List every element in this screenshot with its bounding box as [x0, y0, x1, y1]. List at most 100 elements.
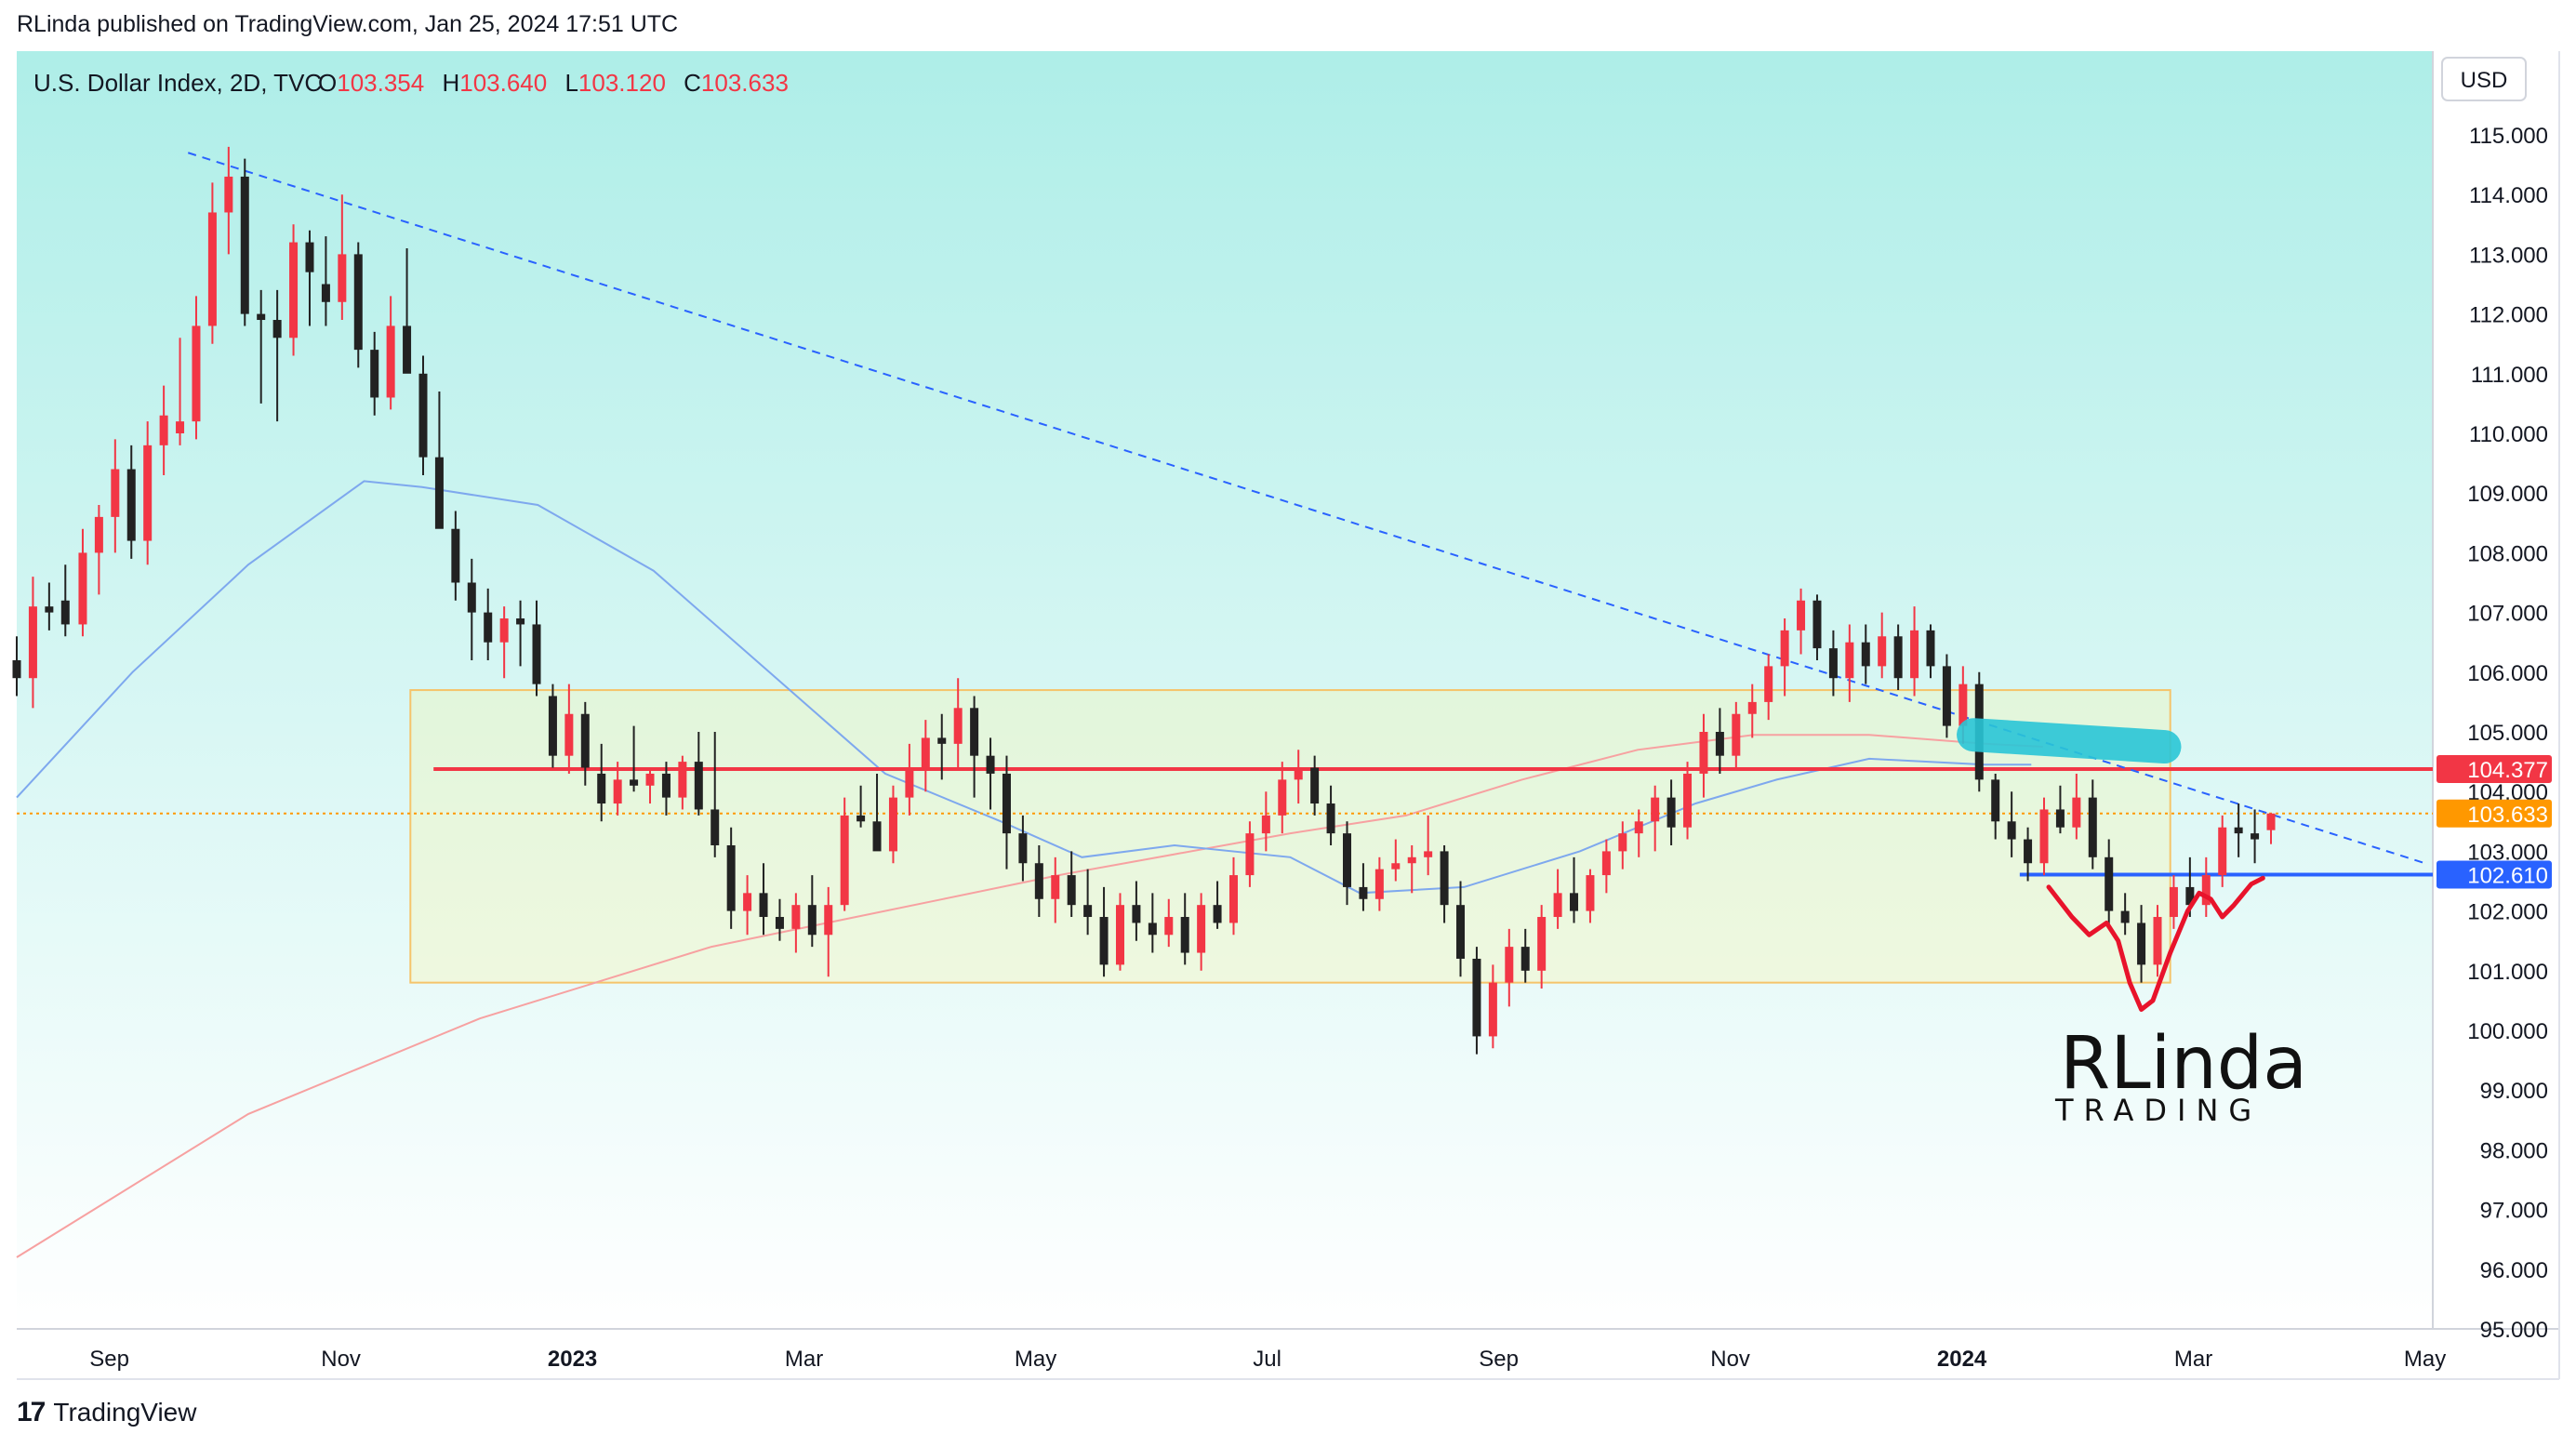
- candle[interactable]: [1261, 815, 1270, 834]
- candle[interactable]: [807, 905, 817, 936]
- candle[interactable]: [1456, 905, 1466, 959]
- candle[interactable]: [257, 313, 266, 321]
- last-price-price-badge[interactable]: [2437, 799, 2552, 828]
- candle[interactable]: [1505, 947, 1514, 983]
- candle[interactable]: [499, 618, 509, 643]
- candle[interactable]: [1683, 773, 1693, 828]
- candle[interactable]: [564, 713, 574, 756]
- candle[interactable]: [2218, 827, 2227, 876]
- candle[interactable]: [1018, 833, 1028, 864]
- candle[interactable]: [1747, 701, 1757, 714]
- candle[interactable]: [1067, 875, 1076, 906]
- candle[interactable]: [370, 350, 379, 398]
- candle[interactable]: [353, 254, 363, 351]
- candle[interactable]: [2024, 839, 2033, 864]
- candle[interactable]: [451, 528, 460, 583]
- candle[interactable]: [986, 755, 995, 774]
- candle[interactable]: [126, 469, 136, 541]
- candle[interactable]: [1488, 982, 1497, 1037]
- candle[interactable]: [921, 737, 930, 768]
- candle[interactable]: [1424, 851, 1433, 857]
- candle[interactable]: [1034, 863, 1043, 899]
- candle[interactable]: [1797, 600, 1806, 631]
- candle[interactable]: [1570, 893, 1579, 911]
- candle[interactable]: [467, 582, 476, 613]
- candle[interactable]: [678, 762, 687, 798]
- candle[interactable]: [143, 445, 153, 541]
- candle[interactable]: [2088, 797, 2097, 857]
- candle[interactable]: [272, 320, 282, 339]
- candle[interactable]: [1537, 917, 1547, 971]
- candle[interactable]: [1666, 797, 1676, 828]
- candle[interactable]: [532, 624, 541, 684]
- highlight-zone[interactable]: [1957, 718, 2182, 764]
- candle[interactable]: [1893, 636, 1903, 679]
- candle[interactable]: [1002, 773, 1011, 834]
- candle[interactable]: [775, 917, 784, 929]
- candle[interactable]: [1148, 923, 1157, 936]
- candle[interactable]: [176, 421, 185, 433]
- candle[interactable]: [78, 552, 87, 625]
- candle[interactable]: [824, 905, 833, 936]
- candle[interactable]: [1812, 600, 1822, 649]
- candle[interactable]: [613, 779, 622, 804]
- resistance-price-badge[interactable]: [2437, 754, 2552, 783]
- candle[interactable]: [1326, 803, 1335, 834]
- candle[interactable]: [1991, 779, 2000, 822]
- candle[interactable]: [645, 773, 655, 786]
- candle[interactable]: [1764, 666, 1773, 702]
- candle[interactable]: [1115, 905, 1124, 965]
- candle[interactable]: [710, 809, 720, 845]
- candle[interactable]: [2072, 797, 2081, 828]
- candle[interactable]: [1618, 833, 1627, 852]
- candle[interactable]: [888, 797, 897, 852]
- candle[interactable]: [1374, 869, 1384, 899]
- candle[interactable]: [856, 815, 866, 822]
- candle[interactable]: [1651, 797, 1660, 822]
- candle[interactable]: [630, 779, 639, 786]
- candle[interactable]: [2039, 809, 2049, 864]
- candle[interactable]: [305, 242, 314, 272]
- candle[interactable]: [1699, 732, 1708, 774]
- candle[interactable]: [1407, 856, 1416, 864]
- candle[interactable]: [289, 242, 299, 339]
- candle[interactable]: [1732, 713, 1741, 756]
- candle[interactable]: [1278, 779, 1287, 816]
- candle[interactable]: [1310, 767, 1320, 804]
- candle[interactable]: [2201, 875, 2211, 906]
- candle[interactable]: [2153, 917, 2162, 965]
- candle[interactable]: [1586, 875, 1595, 911]
- candle[interactable]: [1715, 732, 1724, 756]
- candle[interactable]: [1343, 833, 1352, 887]
- candle[interactable]: [661, 773, 671, 798]
- candle[interactable]: [1878, 636, 1887, 667]
- range-box[interactable]: [409, 689, 2171, 984]
- support-price-badge[interactable]: [2437, 860, 2552, 889]
- candle[interactable]: [548, 696, 557, 756]
- ma-slow-line[interactable]: [16, 734, 2043, 1258]
- candle[interactable]: [1051, 875, 1060, 899]
- candle[interactable]: [386, 325, 395, 398]
- candle[interactable]: [2105, 856, 2114, 911]
- candle[interactable]: [321, 284, 330, 302]
- candle[interactable]: [1910, 630, 1919, 679]
- candle[interactable]: [953, 708, 963, 744]
- candle[interactable]: [2266, 813, 2276, 830]
- tradingview-logo-icon[interactable]: 17: [17, 1397, 46, 1427]
- candle[interactable]: [192, 325, 201, 422]
- candle[interactable]: [94, 516, 103, 553]
- ma-fast-line[interactable]: [16, 480, 2032, 895]
- candle[interactable]: [2185, 886, 2195, 906]
- candle[interactable]: [2234, 827, 2243, 834]
- currency-button[interactable]: USD: [2441, 57, 2527, 101]
- candle[interactable]: [1553, 893, 1562, 918]
- candle[interactable]: [2055, 809, 2065, 828]
- candle[interactable]: [597, 773, 606, 804]
- candle[interactable]: [2137, 923, 2146, 965]
- candle[interactable]: [726, 844, 736, 911]
- candle[interactable]: [1472, 958, 1481, 1037]
- candle[interactable]: [580, 713, 590, 768]
- candle[interactable]: [1359, 886, 1368, 899]
- candle[interactable]: [45, 606, 54, 613]
